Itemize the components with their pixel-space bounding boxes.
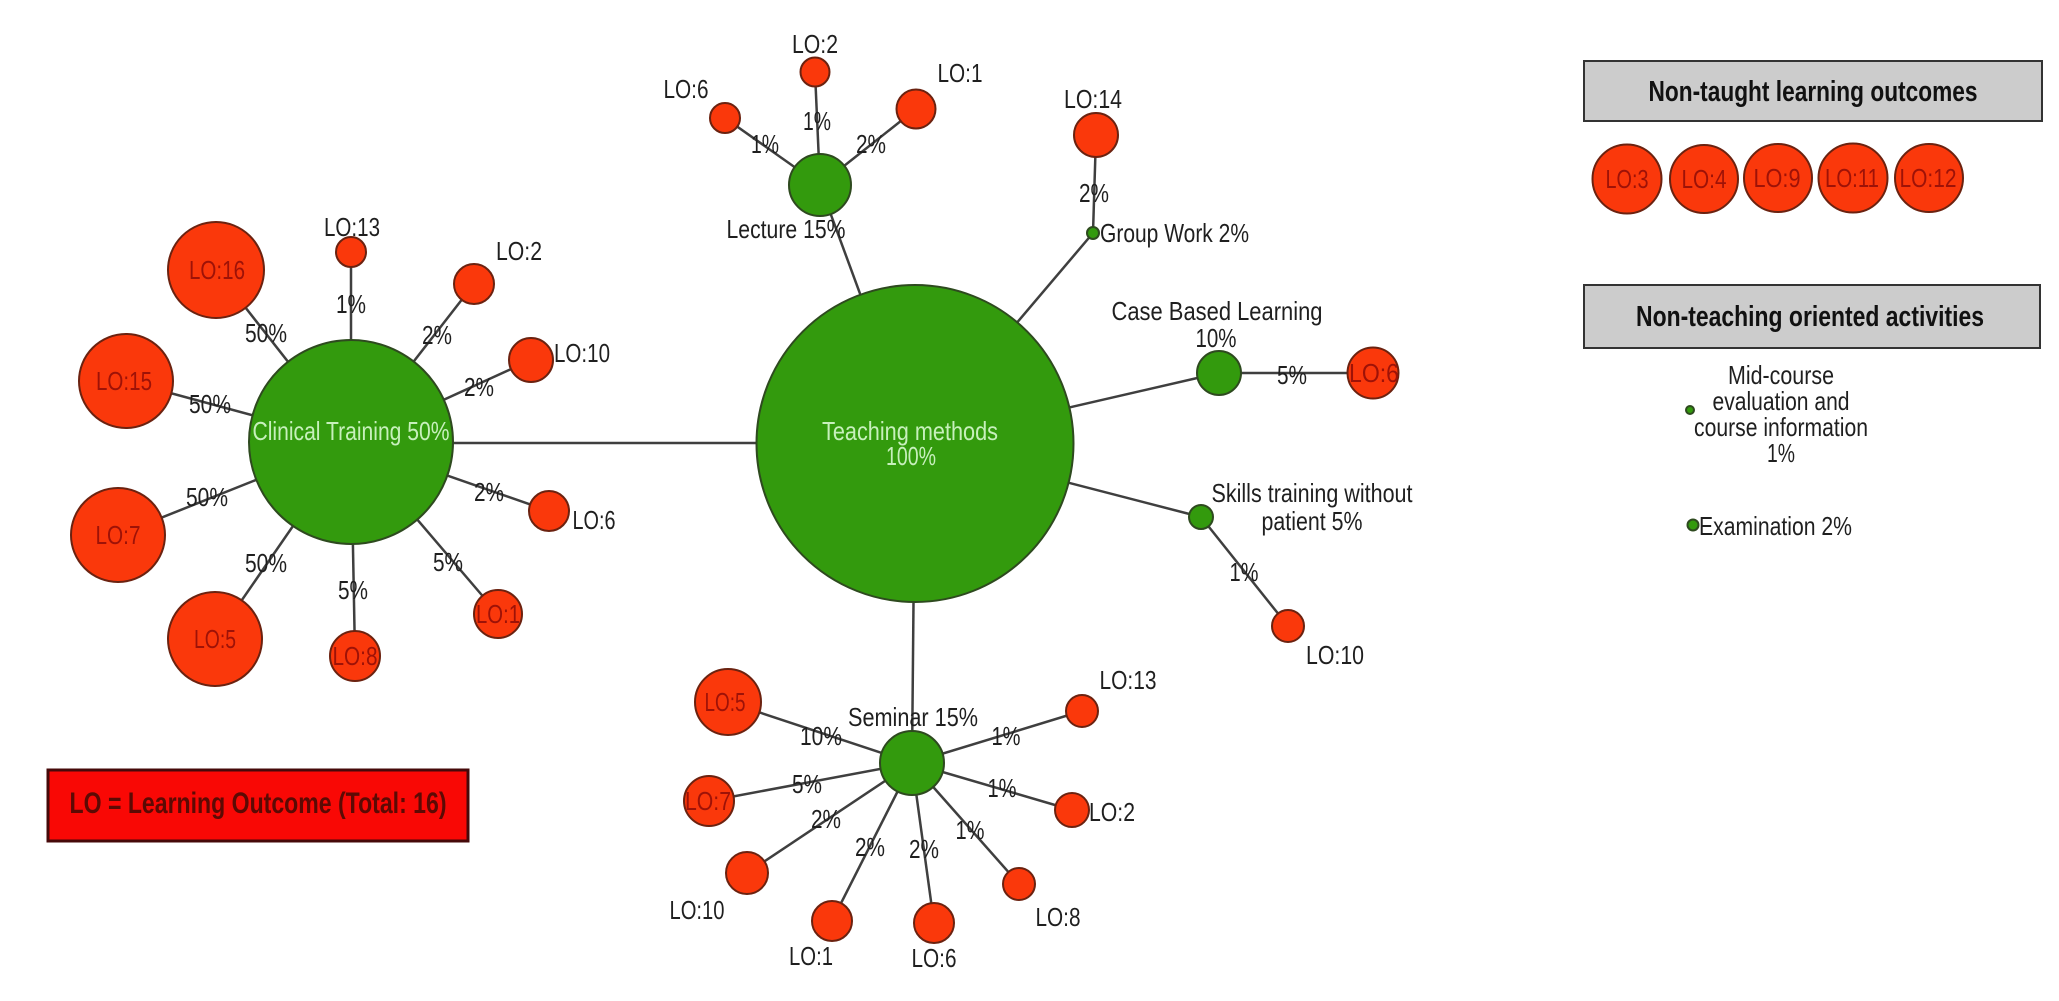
svg-text:1%: 1%	[751, 129, 779, 159]
svg-text:Examination 2%: Examination 2%	[1699, 511, 1852, 541]
svg-text:LO:10: LO:10	[554, 338, 610, 368]
svg-text:100%: 100%	[886, 441, 936, 471]
svg-text:LO:2: LO:2	[496, 236, 542, 266]
svg-text:Skills training without: Skills training without	[1212, 478, 1414, 508]
svg-text:5%: 5%	[338, 575, 368, 605]
svg-text:Teaching methods: Teaching methods	[822, 416, 998, 446]
svg-text:2%: 2%	[474, 477, 504, 507]
svg-text:2%: 2%	[1079, 178, 1109, 208]
svg-text:LO:1: LO:1	[789, 941, 833, 971]
svg-text:Seminar 15%: Seminar 15%	[848, 702, 978, 732]
svg-text:Group Work 2%: Group Work 2%	[1100, 218, 1249, 248]
svg-text:course information: course information	[1694, 412, 1868, 442]
svg-text:1%: 1%	[956, 815, 985, 845]
svg-text:LO:13: LO:13	[1100, 665, 1157, 695]
svg-text:evaluation and: evaluation and	[1713, 386, 1850, 416]
svg-text:LO:2: LO:2	[1089, 797, 1135, 827]
svg-text:1%: 1%	[1767, 438, 1795, 468]
svg-text:LO:6: LO:6	[1349, 358, 1399, 388]
svg-text:LO:12: LO:12	[1900, 163, 1957, 193]
svg-text:LO:5: LO:5	[194, 624, 236, 654]
svg-text:LO:4: LO:4	[1682, 164, 1727, 194]
svg-text:2%: 2%	[855, 832, 885, 862]
svg-text:50%: 50%	[245, 548, 287, 578]
svg-text:LO:5: LO:5	[705, 687, 746, 717]
svg-text:LO:8: LO:8	[1036, 902, 1081, 932]
svg-text:Clinical Training 50%: Clinical Training 50%	[253, 416, 450, 446]
svg-text:1%: 1%	[336, 289, 366, 319]
svg-text:LO:6: LO:6	[664, 74, 709, 104]
svg-text:LO:11: LO:11	[1825, 163, 1879, 193]
svg-text:LO:1: LO:1	[938, 58, 983, 88]
svg-text:50%: 50%	[189, 389, 231, 419]
svg-text:LO:3: LO:3	[1606, 164, 1649, 194]
svg-text:LO:16: LO:16	[189, 255, 245, 285]
svg-text:LO:10: LO:10	[1306, 640, 1364, 670]
svg-text:LO:7: LO:7	[96, 520, 141, 550]
svg-text:Mid-course: Mid-course	[1728, 360, 1834, 390]
svg-text:2%: 2%	[909, 834, 939, 864]
svg-text:LO:8: LO:8	[333, 641, 378, 671]
svg-text:1%: 1%	[1230, 557, 1259, 587]
svg-text:Non-taught learning outcomes: Non-taught learning outcomes	[1649, 76, 1978, 108]
svg-text:10%: 10%	[1196, 323, 1237, 353]
svg-text:LO:1: LO:1	[476, 599, 520, 629]
svg-text:1%: 1%	[992, 721, 1021, 751]
svg-text:Lecture 15%: Lecture 15%	[727, 214, 846, 244]
svg-text:LO:6: LO:6	[573, 505, 616, 535]
svg-text:LO:7: LO:7	[685, 786, 731, 816]
svg-text:2%: 2%	[811, 804, 841, 834]
svg-text:5%: 5%	[433, 547, 463, 577]
svg-text:LO = Learning Outcome (Total:: LO = Learning Outcome (Total: 16)	[70, 787, 447, 820]
svg-text:5%: 5%	[792, 769, 822, 799]
svg-text:2%: 2%	[464, 372, 494, 402]
svg-text:LO:2: LO:2	[792, 29, 838, 59]
svg-text:LO:15: LO:15	[96, 366, 152, 396]
svg-text:LO:6: LO:6	[912, 943, 957, 973]
svg-text:10%: 10%	[800, 721, 842, 751]
svg-text:5%: 5%	[1277, 360, 1307, 390]
svg-text:2%: 2%	[422, 320, 452, 350]
svg-text:2%: 2%	[856, 129, 886, 159]
svg-text:Case Based Learning: Case Based Learning	[1112, 296, 1323, 326]
svg-text:1%: 1%	[803, 106, 831, 136]
svg-text:LO:14: LO:14	[1064, 84, 1122, 114]
svg-text:patient 5%: patient 5%	[1262, 506, 1363, 536]
svg-text:50%: 50%	[186, 482, 228, 512]
svg-text:LO:13: LO:13	[324, 212, 380, 242]
svg-text:LO:9: LO:9	[1754, 163, 1801, 193]
svg-text:LO:10: LO:10	[670, 895, 725, 925]
svg-text:50%: 50%	[245, 318, 287, 348]
svg-text:1%: 1%	[988, 773, 1017, 803]
svg-text:Non-teaching oriented activiti: Non-teaching oriented activities	[1636, 301, 1984, 333]
